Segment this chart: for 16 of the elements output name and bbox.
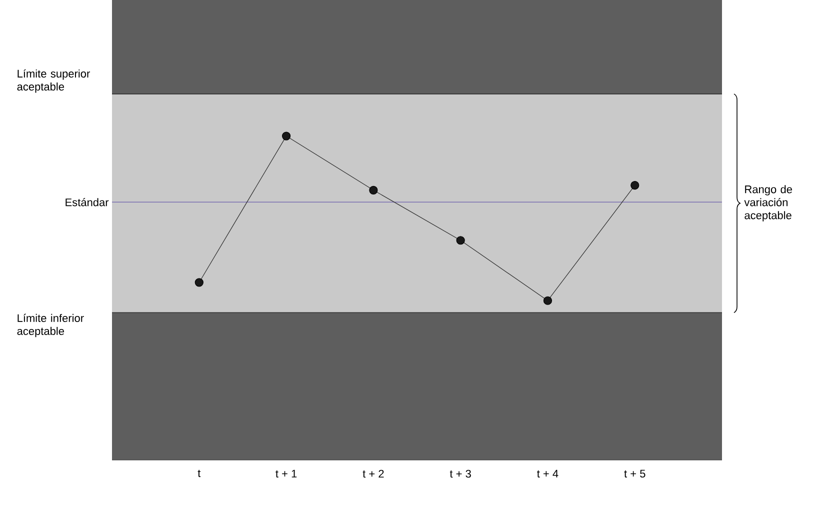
point (282, 132, 291, 140)
x-tick-label: t + 3 (450, 470, 471, 478)
point (194, 278, 204, 287)
point (369, 186, 378, 194)
band-label: Rango de variación aceptable (744, 185, 792, 222)
point (543, 296, 552, 305)
point (630, 180, 640, 190)
point (456, 236, 465, 245)
x-tick-label: t + 5 (624, 470, 646, 478)
x-tick-label: t + 4 (537, 470, 558, 478)
x-tick-label: t + 1 (276, 470, 297, 478)
ref-line-label: Límite superior aceptable (17, 69, 90, 93)
ref-line-label: Límite inferior aceptable (17, 314, 84, 338)
ref-line-label: Estándar (66, 198, 109, 206)
x-tick-label: t (198, 470, 201, 478)
x-tick-label: t + 2 (362, 470, 384, 478)
